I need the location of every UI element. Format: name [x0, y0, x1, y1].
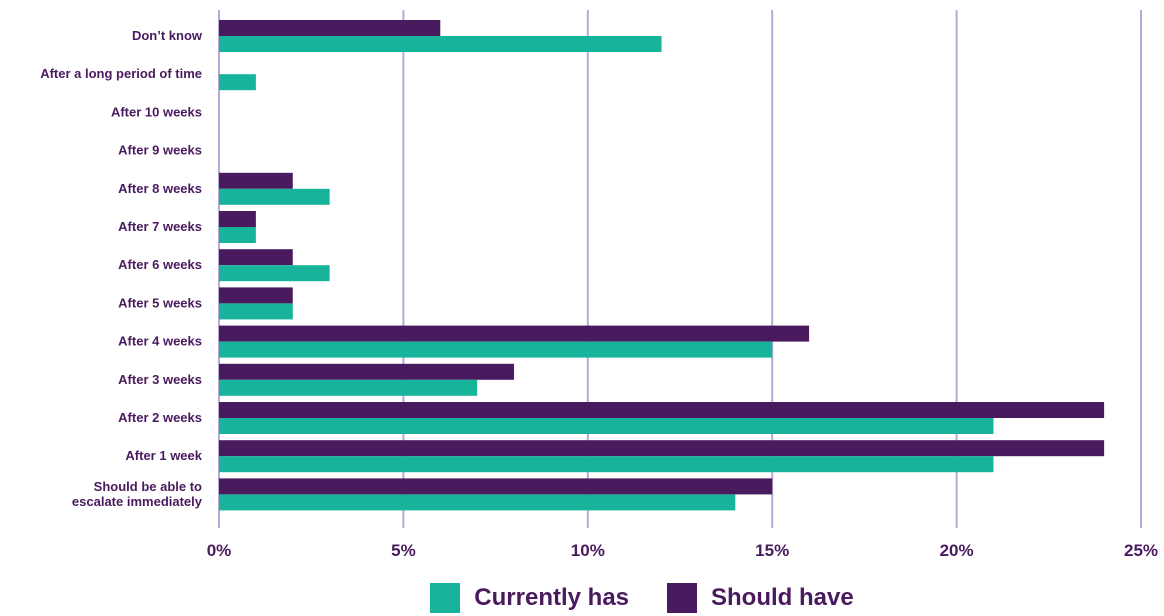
- x-tick-label-5: 5%: [391, 541, 416, 560]
- legend-item-should-have: Should have: [667, 583, 854, 613]
- category-label-after-8-weeks: After 8 weeks: [118, 181, 202, 196]
- bar-should-have-after-4-weeks: [219, 325, 810, 342]
- bar-should-have-after-1-week: [219, 440, 1105, 457]
- legend-item-currently-has: Currently has: [430, 583, 629, 613]
- bar-should-have-after-5-weeks: [219, 287, 293, 304]
- bar-currently-has-after-4-weeks: [219, 341, 773, 358]
- x-tick-label-10: 10%: [571, 541, 605, 560]
- bar-should-have-should-be-able-to-escalate-immediately: [219, 478, 773, 495]
- bar-currently-has-after-3-weeks: [219, 379, 478, 396]
- legend-label-should-have: Should have: [711, 584, 854, 611]
- category-label-after-5-weeks: After 5 weeks: [118, 295, 202, 310]
- bar-should-have-don-t-know: [219, 20, 441, 36]
- legend-swatch-should-have: [667, 583, 698, 613]
- x-tick-label-20: 20%: [940, 541, 974, 560]
- bar-currently-has-after-2-weeks: [219, 418, 994, 434]
- bars: [219, 20, 1105, 511]
- category-label-after-2-weeks: After 2 weeks: [118, 410, 202, 425]
- bar-should-have-after-2-weeks: [219, 402, 1105, 418]
- category-label-after-10-weeks: After 10 weeks: [111, 104, 202, 119]
- bar-should-have-after-7-weeks: [219, 211, 256, 227]
- category-label-after-3-weeks: After 3 weeks: [118, 372, 202, 387]
- bar-currently-has-after-1-week: [219, 456, 994, 473]
- x-tick-label-25: 25%: [1124, 541, 1158, 560]
- bar-currently-has-should-be-able-to-escalate-immediately: [219, 494, 736, 511]
- category-label-after-6-weeks: After 6 weeks: [118, 257, 202, 272]
- legend-label-currently-has: Currently has: [474, 584, 630, 611]
- bar-currently-has-after-6-weeks: [219, 265, 330, 282]
- category-label-don-t-know: Don’t know: [132, 28, 203, 43]
- category-label-after-9-weeks: After 9 weeks: [118, 143, 202, 158]
- category-label-should-be-able-to-escalate-immediately: Should be able to escalate immediately: [72, 479, 203, 509]
- category-label-after-4-weeks: After 4 weeks: [118, 334, 202, 349]
- bar-currently-has-after-5-weeks: [219, 303, 293, 320]
- bar-currently-has-after-a-long-period-of-time: [219, 74, 256, 91]
- bar-should-have-after-8-weeks: [219, 172, 293, 189]
- bar-should-have-after-3-weeks: [219, 363, 515, 380]
- x-tick-labels: 0% 5% 10% 15% 20% 25%: [207, 541, 1158, 560]
- bar-currently-has-after-7-weeks: [219, 227, 256, 243]
- bar-should-have-after-6-weeks: [219, 249, 293, 266]
- category-labels: Don’t know After a long period of time Aft…: [40, 28, 203, 509]
- legend-swatch-currently-has: [430, 583, 461, 613]
- x-tick-label-15: 15%: [755, 541, 789, 560]
- category-label-after-a-long-period-of-time: After a long period of time: [40, 66, 202, 81]
- category-label-after-1-week: After 1 week: [125, 448, 202, 463]
- bar-currently-has-don-t-know: [219, 36, 662, 52]
- bar-currently-has-after-8-weeks: [219, 188, 330, 205]
- x-tick-label-0: 0%: [207, 541, 232, 560]
- bar-chart: Don’t know After a long period of time Aft…: [40, 10, 1158, 560]
- legend: Currently has Should have: [0, 580, 1164, 616]
- category-label-after-7-weeks: After 7 weeks: [118, 219, 202, 234]
